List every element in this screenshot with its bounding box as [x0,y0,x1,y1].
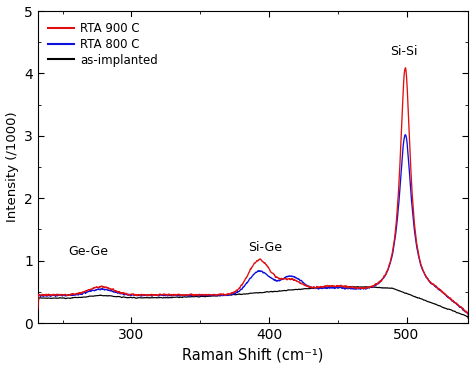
X-axis label: Raman Shift (cm⁻¹): Raman Shift (cm⁻¹) [182,347,324,362]
Text: Si-Ge: Si-Ge [248,241,282,254]
Y-axis label: Intensity (/1000): Intensity (/1000) [6,112,18,222]
Legend: RTA 900 C, RTA 800 C, as-implanted: RTA 900 C, RTA 800 C, as-implanted [44,17,163,71]
Text: Si-Si: Si-Si [390,45,418,58]
Text: Ge-Ge: Ge-Ge [69,244,109,258]
